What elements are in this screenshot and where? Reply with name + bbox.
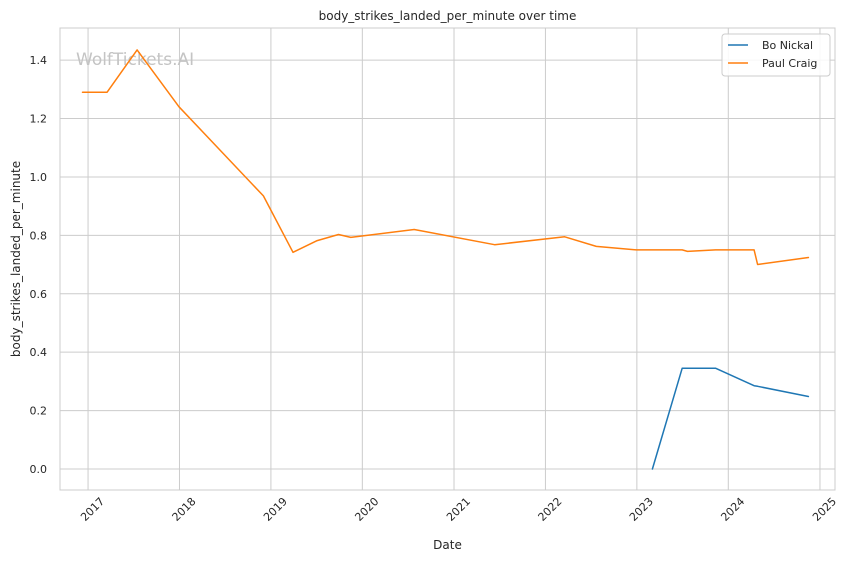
- y-tick-labels: 0.0 0.2 0.4 0.6 0.8 1.0 1.2 1.4: [30, 54, 48, 476]
- watermark: WolfTickets.AI: [76, 50, 194, 70]
- x-gridlines: [87, 28, 821, 490]
- series-layer: [81, 49, 810, 470]
- legend-entry: Paul Craig: [762, 57, 817, 70]
- y-tick-label: 1.0: [30, 171, 48, 184]
- plot-frame: [59, 27, 836, 491]
- y-tick-label: 0.8: [30, 229, 48, 242]
- y-tick-label: 0.0: [30, 463, 48, 476]
- series-line-paul-craig: [81, 49, 810, 266]
- chart-title: body_strikes_landed_per_minute over time: [319, 9, 577, 23]
- y-tick-label: 0.4: [30, 346, 48, 359]
- y-tick-label: 1.4: [30, 54, 48, 67]
- legend: Bo Nickal Paul Craig: [721, 33, 831, 77]
- series-line-bo-nickal: [651, 367, 810, 470]
- x-axis-label: Date: [433, 538, 462, 552]
- legend-box: [721, 33, 831, 77]
- y-axis-label: body_strikes_landed_per_minute: [9, 161, 23, 357]
- y-tick-label: 0.2: [30, 405, 48, 418]
- legend-entry: Bo Nickal: [762, 39, 813, 52]
- y-tick-label: 1.2: [30, 113, 48, 126]
- y-tick-label: 0.6: [30, 288, 48, 301]
